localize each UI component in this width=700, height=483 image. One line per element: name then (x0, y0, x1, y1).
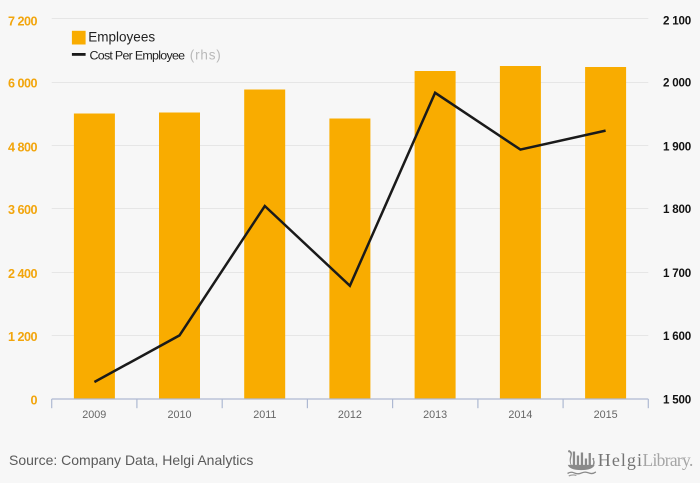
svg-text:0: 0 (30, 394, 37, 408)
svg-text:2013: 2013 (423, 409, 447, 421)
svg-text:3 600: 3 600 (8, 203, 38, 217)
svg-text:4 800: 4 800 (8, 140, 38, 154)
svg-text:2014: 2014 (508, 409, 532, 421)
svg-text:Source: Company Data, Helgi An: Source: Company Data, Helgi Analytics (9, 452, 253, 468)
svg-text:1 200: 1 200 (8, 330, 38, 344)
svg-text:1 900: 1 900 (663, 140, 691, 153)
svg-text:6 000: 6 000 (8, 77, 38, 91)
svg-text:1 800: 1 800 (663, 203, 691, 216)
svg-text:Cost Per Employee: Cost Per Employee (90, 49, 186, 63)
svg-text:2011: 2011 (253, 409, 276, 421)
svg-text:(rhs): (rhs) (190, 48, 222, 63)
svg-text:1 600: 1 600 (663, 330, 691, 343)
svg-text:2012: 2012 (338, 409, 362, 421)
svg-text:2 100: 2 100 (663, 15, 691, 28)
svg-text:Helgi: Helgi (598, 450, 643, 470)
svg-text:7 200: 7 200 (8, 15, 38, 29)
svg-text:1 700: 1 700 (663, 267, 691, 280)
svg-text:2009: 2009 (82, 409, 106, 421)
svg-text:Library.: Library. (643, 450, 693, 470)
svg-text:Employees: Employees (88, 30, 155, 45)
svg-text:2015: 2015 (594, 409, 618, 421)
svg-text:2010: 2010 (167, 409, 191, 421)
svg-text:1 500: 1 500 (663, 394, 691, 407)
svg-text:2 400: 2 400 (8, 267, 38, 281)
svg-text:2 000: 2 000 (663, 77, 691, 90)
